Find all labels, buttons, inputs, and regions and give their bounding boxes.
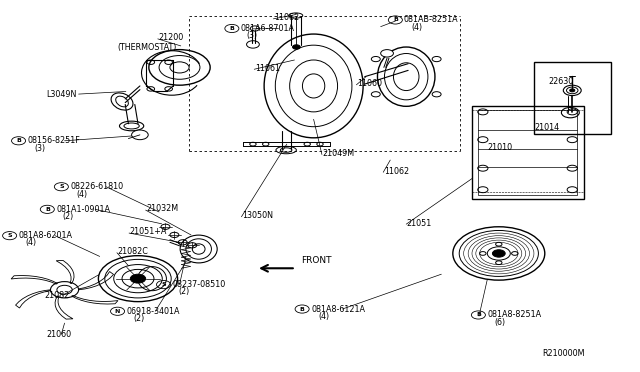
- Circle shape: [132, 130, 148, 140]
- Bar: [472, 106, 584, 199]
- Text: B: B: [45, 207, 50, 212]
- Text: S: S: [59, 184, 63, 189]
- Text: 21060: 21060: [47, 330, 72, 339]
- Text: B: B: [16, 138, 21, 143]
- Text: 081A8-6121A: 081A8-6121A: [311, 305, 365, 314]
- Text: S: S: [161, 282, 166, 287]
- Text: L3049N: L3049N: [47, 90, 77, 99]
- Text: (4): (4): [412, 23, 422, 32]
- Text: B: B: [300, 307, 305, 311]
- Circle shape: [292, 45, 300, 49]
- Text: (6): (6): [494, 318, 506, 327]
- Text: 11062: 11062: [274, 13, 299, 22]
- Text: B: B: [393, 17, 398, 22]
- Text: (4): (4): [25, 238, 36, 247]
- Text: (2): (2): [179, 287, 190, 296]
- Text: (2): (2): [134, 314, 145, 323]
- Circle shape: [570, 89, 575, 92]
- Circle shape: [131, 274, 146, 283]
- Text: 081AB-8251A: 081AB-8251A: [404, 16, 458, 25]
- Text: S: S: [7, 233, 12, 238]
- Text: B: B: [476, 312, 481, 317]
- Text: 11060: 11060: [357, 79, 382, 88]
- Text: (2): (2): [63, 212, 74, 221]
- Bar: [534, 62, 611, 134]
- Text: R210000M: R210000M: [542, 349, 585, 358]
- Text: 08156-8251F: 08156-8251F: [28, 136, 80, 145]
- Bar: [478, 110, 577, 195]
- Text: 081A6-8701A: 081A6-8701A: [241, 24, 295, 33]
- Text: 21032M: 21032M: [147, 205, 179, 214]
- Text: 21051: 21051: [407, 219, 432, 228]
- Text: 11062: 11062: [384, 167, 409, 176]
- Text: 081A8-8251A: 081A8-8251A: [487, 311, 541, 320]
- Text: 21200: 21200: [159, 33, 184, 42]
- Text: 08226-61810: 08226-61810: [70, 182, 124, 191]
- Text: 081A1-0901A: 081A1-0901A: [56, 205, 110, 214]
- Text: 06918-3401A: 06918-3401A: [127, 307, 180, 316]
- Circle shape: [381, 49, 394, 57]
- Text: 21010: 21010: [487, 143, 513, 152]
- Text: (3): (3): [246, 31, 258, 40]
- Text: (THERMOSTAT): (THERMOSTAT): [118, 43, 177, 52]
- Text: 13050N: 13050N: [242, 211, 273, 220]
- Text: 21051+A: 21051+A: [130, 227, 167, 237]
- Text: 081A8-6201A: 081A8-6201A: [19, 231, 72, 240]
- Text: 08237-08510: 08237-08510: [173, 280, 226, 289]
- Text: (3): (3): [34, 144, 45, 153]
- Text: N: N: [115, 309, 120, 314]
- Text: 21082C: 21082C: [118, 247, 148, 256]
- Text: 21049M: 21049M: [323, 149, 355, 158]
- Text: 21014: 21014: [534, 123, 559, 132]
- Text: 21082: 21082: [44, 291, 69, 300]
- Text: (4): (4): [319, 312, 330, 321]
- Text: 22630: 22630: [548, 77, 574, 86]
- Text: FRONT: FRONT: [301, 256, 332, 265]
- Circle shape: [492, 250, 505, 257]
- Text: B: B: [229, 26, 234, 31]
- Text: (4): (4): [76, 190, 87, 199]
- Text: 11061: 11061: [255, 64, 280, 73]
